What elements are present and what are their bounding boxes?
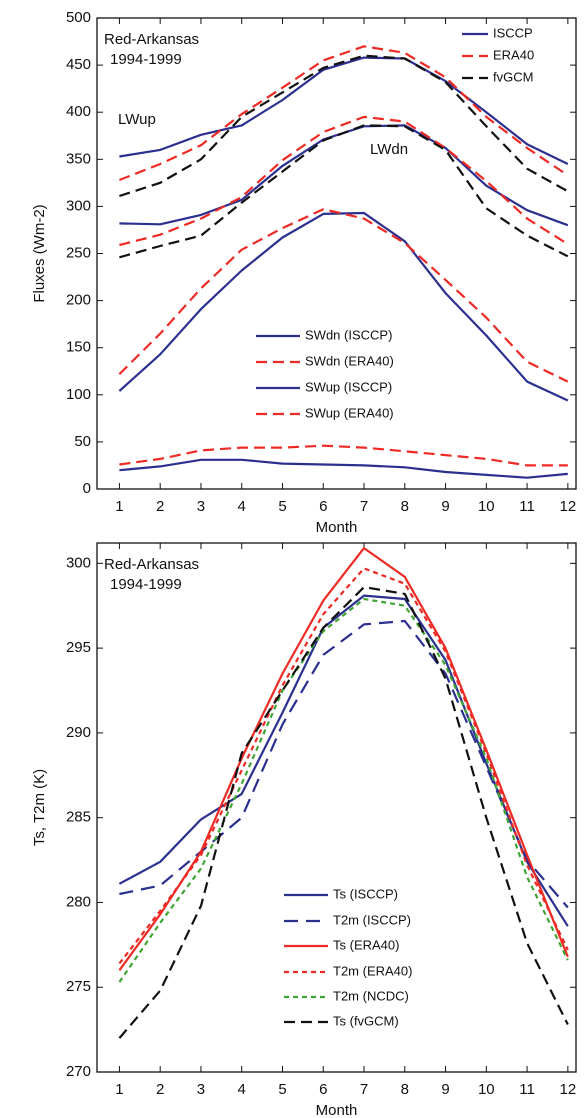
annotation: LWup <box>118 111 156 128</box>
x-tick-label: 12 <box>560 1081 577 1098</box>
annotation: Red-Arkansas <box>104 31 199 48</box>
series-line <box>118 597 569 983</box>
plot-frame <box>96 542 577 1073</box>
x-tick-label: 10 <box>478 498 495 515</box>
y-tick-label: 300 <box>66 197 91 214</box>
x-tick-label: 3 <box>197 1081 205 1098</box>
y-axis-title: Ts, T2m (K) <box>31 769 48 846</box>
y-tick-label: 295 <box>66 639 91 656</box>
x-tick-label: 12 <box>560 498 577 515</box>
y-tick-label: 450 <box>66 56 91 73</box>
x-tick-label: 11 <box>519 498 535 515</box>
legend-label: T2m (ISCCP) <box>333 912 411 927</box>
y-tick-label: 500 <box>66 9 91 26</box>
legend-label: T2m (ERA40) <box>333 963 412 978</box>
y-axis-title: Fluxes (Wm-2) <box>31 204 48 302</box>
series-line <box>119 115 569 247</box>
legend-label: SWdn (ISCCP) <box>305 327 392 342</box>
legend-label: SWdn (ERA40) <box>305 353 394 368</box>
y-tick-label: 270 <box>66 1063 91 1080</box>
series-line <box>119 54 569 198</box>
x-tick-label: 6 <box>319 498 327 515</box>
x-tick-label: 3 <box>197 498 205 515</box>
y-tick-label: 150 <box>66 339 91 356</box>
annotation: Red-Arkansas <box>104 556 199 573</box>
legend-label: SWup (ISCCP) <box>305 379 392 394</box>
x-tick-label: 5 <box>278 498 286 515</box>
x-tick-label: 5 <box>278 1081 286 1098</box>
series-line <box>118 211 569 402</box>
series-line <box>119 458 568 479</box>
series-line <box>118 567 569 965</box>
series-line <box>118 546 569 971</box>
series-line <box>119 124 569 259</box>
legend-label: T2m (NCDC) <box>333 988 409 1003</box>
legend-label: ERA40 <box>493 47 534 62</box>
series-line <box>119 619 569 909</box>
x-tick-label: 10 <box>478 1081 495 1098</box>
y-tick-label: 275 <box>66 978 91 995</box>
legend-label: Ts (ISCCP) <box>333 886 398 901</box>
y-tick-label: 290 <box>66 724 91 741</box>
y-tick-label: 400 <box>66 103 91 120</box>
x-tick-label: 1 <box>115 498 123 515</box>
series-line <box>118 594 569 927</box>
x-tick-label: 9 <box>441 498 449 515</box>
x-tick-label: 4 <box>238 498 246 515</box>
series-line <box>119 444 568 467</box>
y-tick-label: 285 <box>66 809 91 826</box>
x-tick-label: 2 <box>156 1081 164 1098</box>
y-tick-label: 0 <box>83 480 91 497</box>
y-tick-label: 280 <box>66 893 91 910</box>
x-tick-label: 11 <box>519 1081 535 1098</box>
y-tick-label: 200 <box>66 292 91 309</box>
y-tick-label: 50 <box>74 433 91 450</box>
annotation: 1994-1999 <box>110 576 182 593</box>
annotation: LWdn <box>370 141 408 158</box>
x-tick-label: 7 <box>360 1081 368 1098</box>
x-tick-label: 8 <box>401 498 409 515</box>
y-tick-label: 350 <box>66 150 91 167</box>
x-tick-label: 1 <box>115 1081 123 1098</box>
x-axis-title: Month <box>316 519 358 536</box>
legend-label: ISCCP <box>493 25 533 40</box>
legend-label: SWup (ERA40) <box>305 405 394 420</box>
series-line <box>119 56 569 165</box>
series-line <box>118 208 569 383</box>
series-line <box>118 45 569 182</box>
legend-label: Ts (ERA40) <box>333 937 399 952</box>
y-tick-label: 250 <box>66 244 91 261</box>
x-tick-label: 7 <box>360 498 368 515</box>
y-tick-label: 300 <box>66 554 91 571</box>
legend-label: fvGCM <box>493 69 533 84</box>
x-tick-label: 2 <box>156 498 164 515</box>
x-tick-label: 8 <box>401 1081 409 1098</box>
series-line <box>118 585 569 1039</box>
x-axis-title: Month <box>316 1102 358 1118</box>
x-tick-label: 4 <box>238 1081 246 1098</box>
annotation: 1994-1999 <box>110 51 182 68</box>
y-tick-label: 100 <box>66 386 91 403</box>
x-tick-label: 9 <box>441 1081 449 1098</box>
legend-label: Ts (fvGCM) <box>333 1013 399 1028</box>
x-tick-label: 6 <box>319 1081 327 1098</box>
